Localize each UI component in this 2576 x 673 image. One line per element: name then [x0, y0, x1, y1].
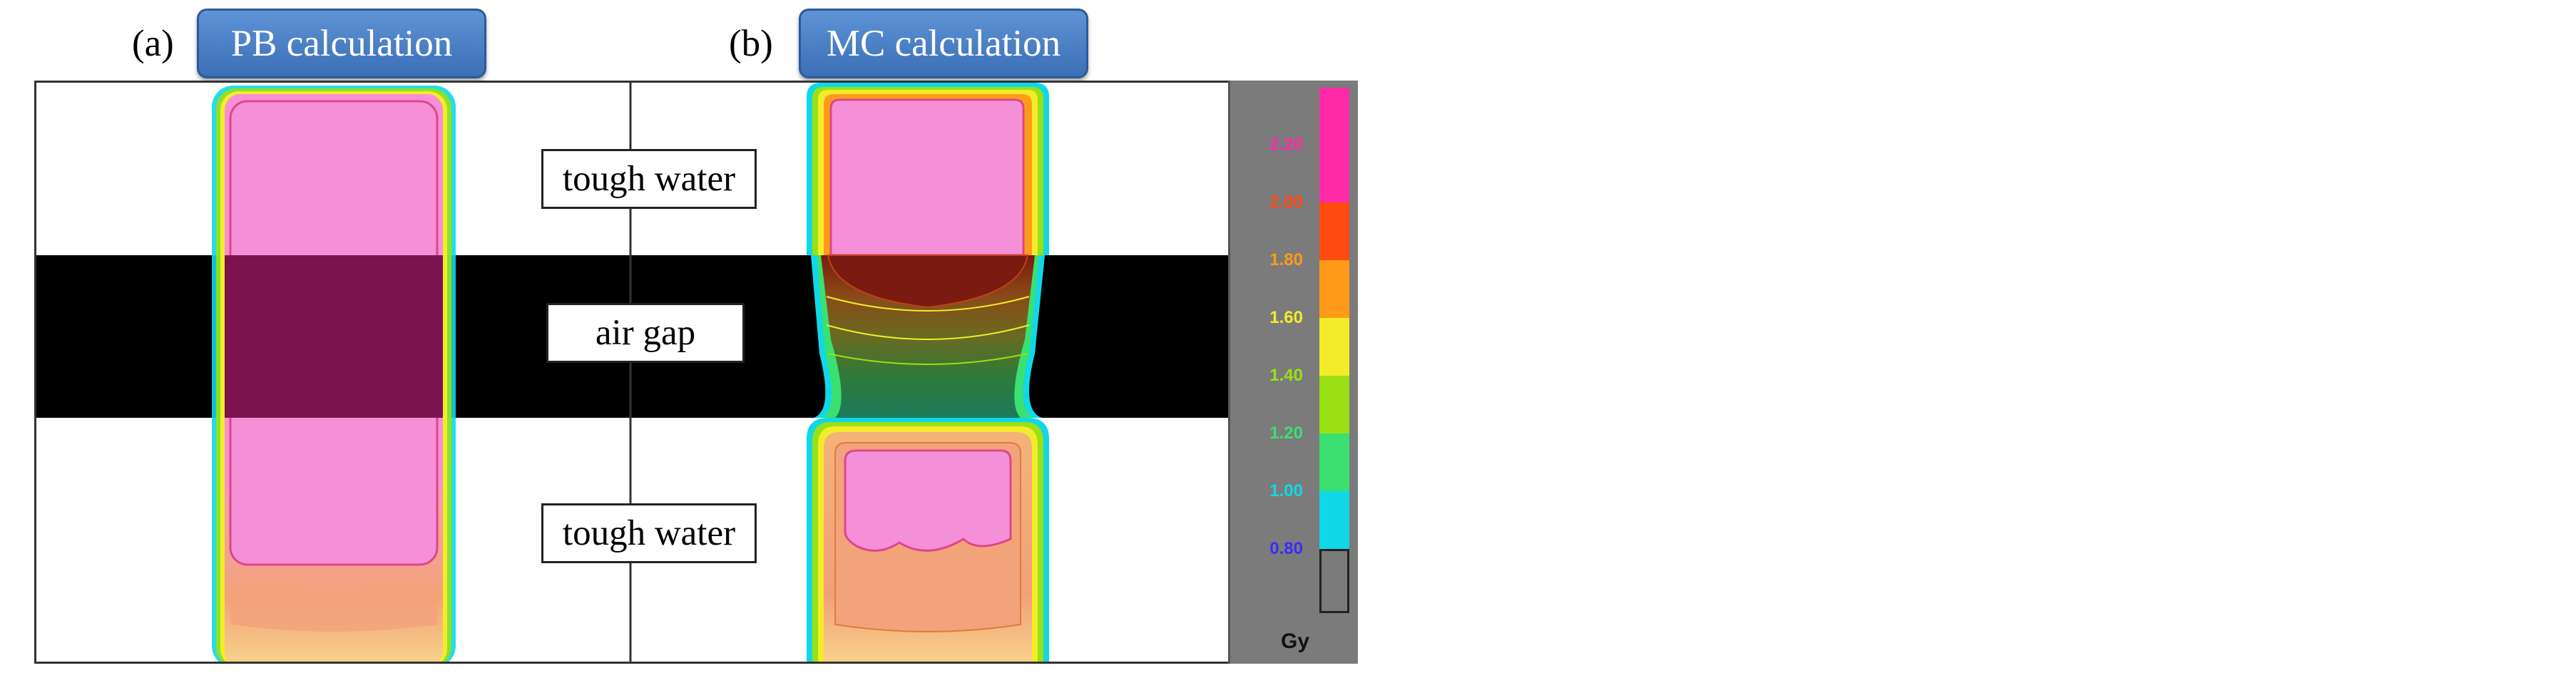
dose-distribution-plot: tough water air gap tough water	[34, 81, 1234, 664]
dose-map-svg	[36, 83, 1232, 662]
colorbar-swatch	[1319, 491, 1349, 549]
colorbar-swatch	[1319, 202, 1349, 260]
colorbar-tick-label: 1.40	[1269, 366, 1303, 385]
panel-a-letter: (a)	[132, 23, 174, 64]
colorbar-tick-label: 1.80	[1269, 250, 1303, 269]
colorbar-tick-label: 2.20	[1269, 135, 1303, 154]
colorbar-swatch	[1319, 433, 1349, 491]
mc-calculation-label: MC calculation	[799, 9, 1088, 78]
mc-dose-beam	[807, 83, 1049, 662]
tough-water-bottom-label: tough water	[541, 503, 757, 563]
colorbar-swatch	[1319, 376, 1349, 433]
colorbar-tick-label: 1.60	[1269, 308, 1303, 327]
pb-dose-beam	[212, 86, 456, 662]
colorbar-swatch-top	[1319, 88, 1349, 145]
colorbar-tick-label: 2.00	[1269, 192, 1303, 212]
pb-calculation-label: PB calculation	[197, 9, 486, 78]
air-gap-label: air gap	[546, 303, 745, 363]
colorbar-swatch	[1319, 318, 1349, 376]
colorbar-swatch	[1319, 145, 1349, 202]
tough-water-top-label: tough water	[541, 149, 757, 209]
dose-colorbar: 2.20 2.00 1.80 1.60 1.40 1.20 1.00 0.80 Gy	[1228, 81, 1358, 664]
colorbar-tick-label: 1.00	[1269, 481, 1303, 500]
colorbar-swatch-bottom	[1319, 549, 1349, 613]
colorbar-tick-label: 0.80	[1269, 539, 1303, 558]
colorbar-tick-label: 1.20	[1269, 423, 1303, 443]
colorbar-swatch	[1319, 260, 1349, 318]
panel-b-letter: (b)	[729, 23, 773, 64]
colorbar-unit-label: Gy	[1280, 630, 1310, 653]
